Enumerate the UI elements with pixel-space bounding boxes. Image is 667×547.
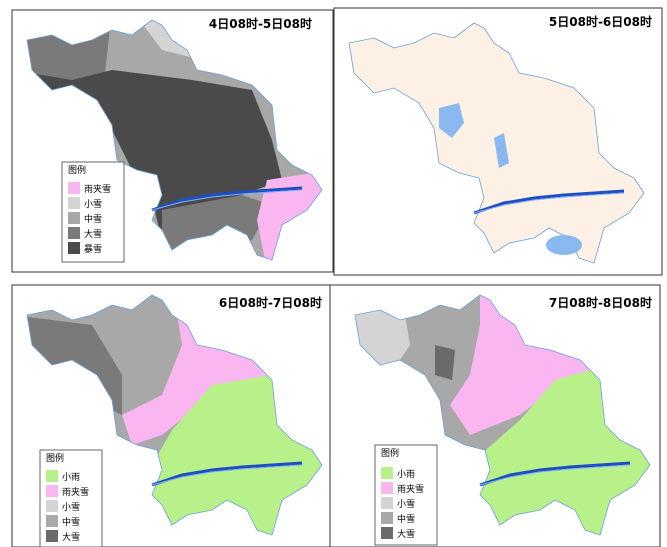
legend-item: 大雪 [62, 531, 80, 543]
panel: 4日08时-5日08时 图例 雨夹雪 小雪 中雪 大雪 暴雪 [11, 9, 334, 273]
legend-item: 中雪 [84, 213, 102, 225]
legend-item: 小雨 [62, 472, 80, 483]
panel-frame [329, 284, 661, 547]
panel-title: 6日08时-7日08时 [219, 295, 322, 310]
legend-item: 雨夹雪 [62, 486, 89, 498]
legend-title: 图例 [381, 447, 399, 459]
panel-title: 7日08时-8日08时 [549, 295, 652, 310]
legend-item: 大雪 [397, 528, 415, 540]
legend-item: 暴雪 [84, 244, 102, 255]
legend-item: 中雪 [397, 513, 415, 525]
legend-item: 小雨 [397, 469, 415, 480]
panel: 5日08时-6日08时 [333, 7, 663, 276]
legend-item: 大雪 [84, 228, 102, 240]
panel: 6日08时-7日08时 图例 小雨 雨夹雪 小雪 中雪 大雪 [11, 284, 331, 547]
legend-item: 小雪 [84, 199, 102, 210]
legend-item: 雨夹雪 [84, 183, 111, 195]
panel-title: 4日08时-5日08时 [209, 16, 312, 31]
legend-item: 雨夹雪 [397, 483, 424, 495]
panel-title: 5日08时-6日08时 [549, 14, 652, 29]
region-map [27, 20, 322, 260]
legend-item: 中雪 [62, 516, 80, 528]
legend-title: 图例 [46, 452, 64, 464]
legend-item: 小雪 [397, 499, 415, 510]
legend: 图例 小雨 雨夹雪 小雪 中雪 大雪 [374, 444, 438, 546]
panel-frame [333, 7, 663, 276]
legend: 图例 雨夹雪 小雪 中雪 大雪 暴雪 [61, 161, 125, 263]
legend-item: 小雪 [62, 502, 80, 513]
panel: 7日08时-8日08时 图例 小雨 雨夹雪 小雪 中雪 大雪 [329, 284, 661, 547]
legend: 图例 小雨 雨夹雪 小雪 中雪 大雪 [39, 449, 103, 547]
legend-title: 图例 [68, 164, 86, 176]
panel-frame [11, 9, 334, 273]
